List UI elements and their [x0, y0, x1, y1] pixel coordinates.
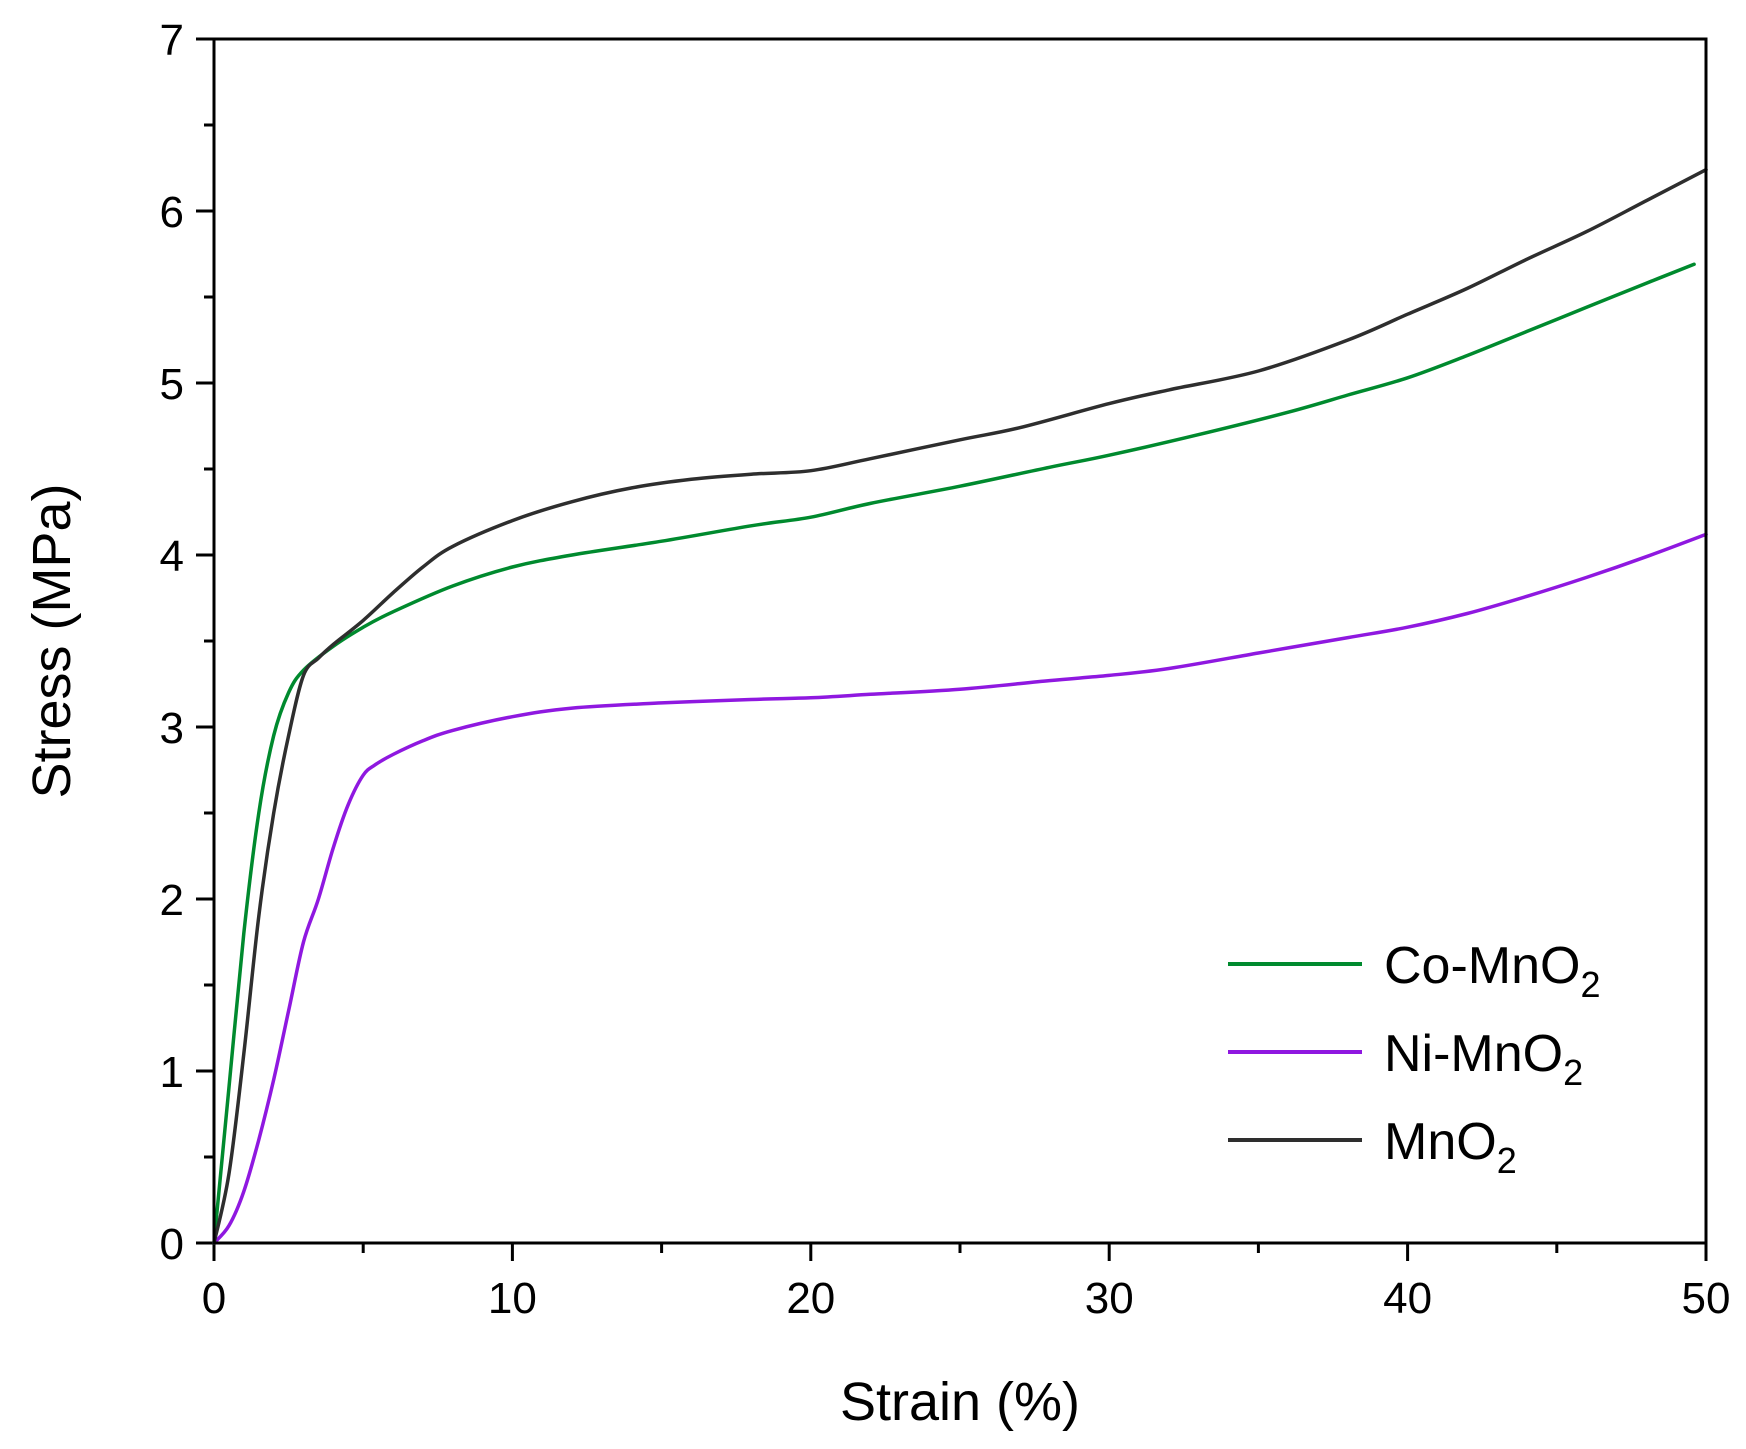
- series-line-ni-mno2: [212, 532, 1708, 1245]
- major-ticks: [196, 37, 1708, 1261]
- plot-frame: [212, 37, 1708, 1245]
- y-tick-label: 5: [160, 360, 184, 409]
- legend-label: Ni-MnO2: [1384, 1025, 1583, 1093]
- legend-label: Co-MnO2: [1384, 937, 1601, 1005]
- legend-label: MnO2: [1384, 1113, 1517, 1181]
- y-axis-title: Stress (MPa): [22, 483, 82, 798]
- x-axis-title: Strain (%): [840, 1372, 1080, 1432]
- series-line-mno2: [212, 167, 1708, 1245]
- x-tick-label: 40: [1383, 1274, 1432, 1323]
- y-tick-label: 2: [160, 876, 184, 925]
- minor-ticks: [204, 123, 1559, 1253]
- series-lines: [212, 167, 1708, 1245]
- y-tick-label: 3: [160, 704, 184, 753]
- x-tick-label: 10: [488, 1274, 537, 1323]
- x-tick-label: 30: [1085, 1274, 1134, 1323]
- tick-labels: 0 10 20 30 40 50 0 1 2 3 4 5 6 7: [160, 16, 1731, 1323]
- series-line-co-mno2: [212, 262, 1696, 1245]
- y-tick-label: 0: [160, 1220, 184, 1269]
- y-tick-label: 1: [160, 1048, 184, 1097]
- y-tick-label: 4: [160, 532, 184, 581]
- legend: Co-MnO2 Ni-MnO2 MnO2: [1228, 937, 1601, 1181]
- x-tick-label: 50: [1682, 1274, 1731, 1323]
- x-tick-label: 20: [786, 1274, 835, 1323]
- y-tick-label: 7: [160, 16, 184, 65]
- x-tick-label: 0: [202, 1274, 226, 1323]
- y-tick-label: 6: [160, 188, 184, 237]
